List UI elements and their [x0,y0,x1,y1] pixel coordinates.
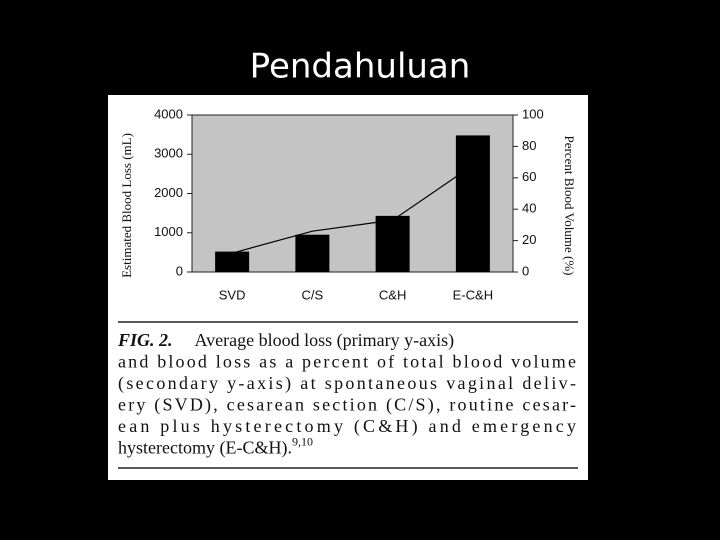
caption-line: hysterectomy (E-C&H).9,10 [118,434,313,458]
caption-line: ean plus hysterectomy (C&H) and emergenc… [118,416,576,437]
bar [215,251,250,272]
bar [295,234,330,272]
y-tick-label: 1000 [154,224,183,239]
caption-label: FIG. 2. [117,330,173,350]
caption-text: hysterectomy (E-C&H). [118,438,292,459]
y2-tick-label: 40 [522,201,536,216]
line [231,164,474,254]
x-tick-label: E-C&H [453,287,493,302]
x-tick-label: C&H [379,287,406,302]
bar [375,215,410,272]
y2-tick-label: 0 [522,263,529,278]
y-tick-label: 4000 [154,106,183,121]
caption-line: ery (SVD), cesarean section (C/S), routi… [118,395,576,416]
y2-axis-label: Percent Blood Volume (%) [562,136,577,276]
y2-tick-label: 80 [522,138,536,153]
y-axis-label: Estimated Blood Loss (mL) [119,133,134,278]
y2-tick-label: 100 [522,106,544,121]
slide-title: Pendahuluan [250,47,471,87]
caption-refs: 9,10 [292,434,313,448]
y2-tick-label: 20 [522,232,536,247]
x-tick-label: C/S [302,287,324,302]
y-tick-label: 3000 [154,146,183,161]
y-tick-label: 0 [176,263,183,278]
y2-tick-label: 60 [522,169,536,184]
x-tick-label: SVD [219,287,246,302]
caption-line: and blood loss as a percent of total blo… [118,352,576,372]
caption-line: (secondary y-axis) at spontaneous vagina… [118,373,576,394]
caption-line: FIG. 2. Average blood loss (primary y-axi… [117,330,454,351]
bar [455,135,490,272]
caption-text: Average blood loss (primary y-axis) [195,330,455,351]
y-tick-label: 2000 [154,185,183,200]
